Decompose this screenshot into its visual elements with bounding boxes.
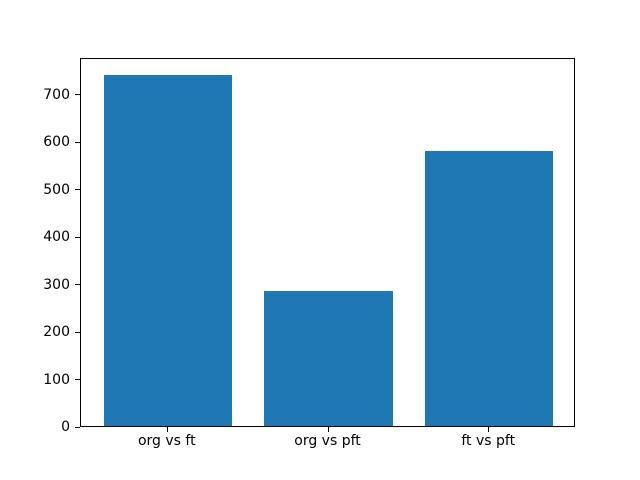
bar-ft-vs-pft bbox=[424, 150, 554, 426]
y-tick-mark bbox=[75, 189, 80, 191]
x-tick-mark bbox=[166, 427, 168, 432]
y-tick-label: 700 bbox=[43, 86, 70, 103]
y-tick-label: 600 bbox=[43, 134, 70, 151]
y-tick-mark bbox=[75, 426, 80, 428]
x-tick-label: org vs ft bbox=[137, 433, 196, 449]
y-tick-label: 300 bbox=[43, 276, 70, 293]
x-tick-mark bbox=[327, 427, 329, 432]
y-tick-label: 0 bbox=[61, 419, 70, 435]
x-tick-label: ft vs pft bbox=[461, 433, 516, 449]
y-tick-label: 200 bbox=[43, 324, 70, 341]
bar-org-vs-ft bbox=[103, 74, 233, 426]
y-tick-mark bbox=[75, 331, 80, 333]
y-tick-mark bbox=[75, 284, 80, 286]
y-tick-mark bbox=[75, 236, 80, 238]
plot-area bbox=[80, 58, 575, 427]
y-tick-mark bbox=[75, 141, 80, 143]
y-tick-mark bbox=[75, 94, 80, 96]
x-tick-mark bbox=[488, 427, 490, 432]
x-tick-label: org vs pft bbox=[294, 433, 361, 449]
bar-org-vs-pft bbox=[264, 290, 393, 426]
y-tick-label: 100 bbox=[43, 371, 70, 388]
y-tick-mark bbox=[75, 379, 80, 380]
y-tick-label: 500 bbox=[43, 181, 70, 198]
y-tick-label: 400 bbox=[43, 229, 70, 246]
